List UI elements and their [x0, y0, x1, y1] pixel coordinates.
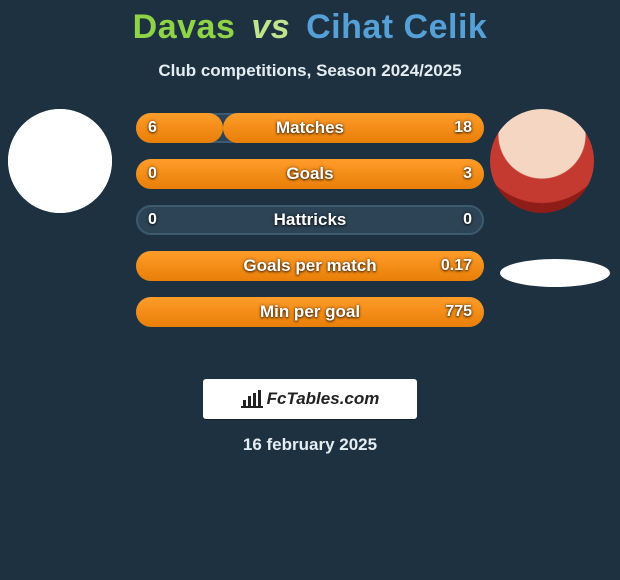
stat-label: Goals per match: [136, 251, 484, 281]
player1-avatar: [8, 109, 112, 213]
subtitle: Club competitions, Season 2024/2025: [0, 61, 620, 81]
stats-stage: Matches618Goals03Hattricks00Goals per ma…: [0, 109, 620, 349]
stat-label: Hattricks: [136, 205, 484, 235]
stat-row: Hattricks0 0: [136, 205, 484, 235]
logo-text: FcTables.com: [267, 389, 380, 409]
stat-row: Goals0 3: [136, 159, 484, 189]
date-label: 16 february 2025: [0, 435, 620, 455]
player2-shadow-oval: [500, 259, 610, 287]
stat-label: Min per goal: [136, 297, 484, 327]
player1-name: Davas: [133, 8, 236, 46]
barchart-icon: [241, 390, 263, 408]
stat-value-left: 0: [148, 205, 157, 235]
page-title: Davas vs Cihat Celik: [0, 8, 620, 47]
stat-row: Goals per match0.17: [136, 251, 484, 281]
stat-value-left: 0: [148, 159, 157, 189]
vs-separator: vs: [251, 8, 290, 46]
stat-value-left: 6: [148, 113, 157, 143]
stat-label: Matches: [136, 113, 484, 143]
comparison-card: Davas vs Cihat Celik Club competitions, …: [0, 0, 620, 580]
stat-row: Min per goal775: [136, 297, 484, 327]
stat-row: Matches6 18: [136, 113, 484, 143]
stat-value-right: 775: [445, 297, 472, 327]
stat-value-right: 18: [454, 113, 472, 143]
stat-value-right: 0.17: [441, 251, 472, 281]
stat-label: Goals: [136, 159, 484, 189]
stat-value-right: 3: [463, 159, 472, 189]
stat-value-right: 0: [463, 205, 472, 235]
stat-bars: Matches618Goals03Hattricks00Goals per ma…: [136, 113, 484, 343]
player2-name: Cihat Celik: [306, 8, 487, 46]
site-logo[interactable]: FcTables.com: [203, 379, 417, 419]
player2-avatar: [490, 109, 594, 213]
